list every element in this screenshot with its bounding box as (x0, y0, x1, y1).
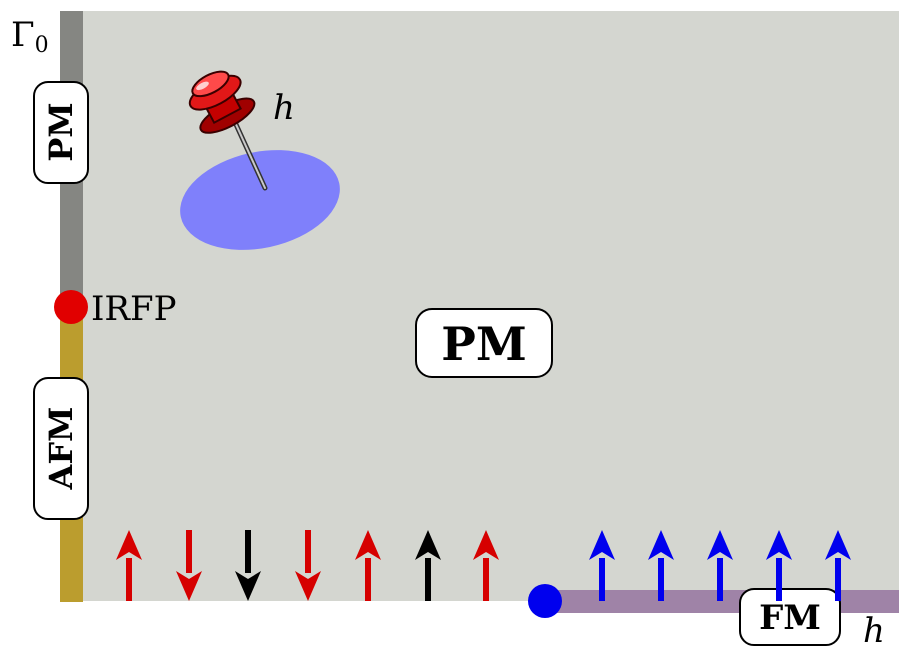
main-pm-label-box: PM (415, 308, 553, 378)
spin-arrow-down (295, 530, 321, 601)
irfp-point (54, 290, 88, 324)
fm-spin-arrow-up (825, 530, 851, 601)
field-disk (180, 150, 340, 250)
horizontal-axis-label: h (863, 611, 885, 651)
vertical-pm-label-box: PM (33, 81, 89, 184)
spin-arrow-down (176, 530, 202, 601)
vertical-afm-label-box: AFM (33, 377, 89, 520)
spin-arrow-up (415, 530, 441, 601)
disordered-spin-arrows (116, 530, 499, 601)
irfp-label: IRFP (91, 289, 177, 329)
vertical-axis-symbol: Γ (11, 15, 35, 55)
spin-arrow-up (473, 530, 499, 601)
fm-spin-arrow-up (589, 530, 615, 601)
fm-label: FM (759, 598, 821, 638)
pushpin-field-icon (180, 70, 340, 250)
fm-spin-arrow-up (766, 530, 792, 601)
fm-label-box: FM (739, 588, 841, 646)
vertical-axis-subscript: 0 (35, 33, 49, 58)
fm-critical-point (528, 584, 562, 618)
vertical-afm-label: AFM (42, 407, 80, 491)
ferromagnetic-spin-arrows (589, 530, 851, 601)
vertical-pm-label: PM (42, 102, 80, 161)
pin-field-label: h (273, 88, 295, 128)
main-pm-label: PM (441, 317, 527, 371)
spin-arrow-up (355, 530, 381, 601)
fm-spin-arrow-up (648, 530, 674, 601)
vertical-axis-label: Γ0 (11, 15, 49, 58)
spin-arrow-up (116, 530, 142, 601)
fm-spin-arrow-up (707, 530, 733, 601)
spin-arrow-down (235, 530, 261, 601)
